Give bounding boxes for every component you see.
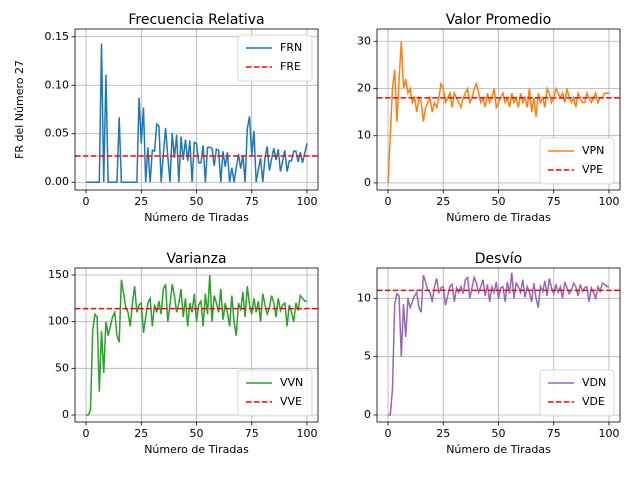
x-tick-label: 50 (492, 195, 506, 208)
legend: FRN FRE (237, 34, 313, 82)
legend-label: VVE (280, 395, 302, 408)
x-tick-label: 25 (134, 427, 148, 440)
x-tick-label: 100 (598, 195, 619, 208)
data-line (388, 272, 609, 416)
y-tick-label: 0.00 (45, 175, 70, 188)
x-tick-label: 0 (83, 195, 90, 208)
y-tick-label: 20 (357, 81, 371, 94)
legend: VPN VPE (539, 137, 615, 185)
y-tick-label: 5 (364, 350, 371, 363)
y-tick-label: 10 (357, 129, 371, 142)
legend-box (539, 137, 615, 185)
legend-label: VPE (582, 163, 603, 176)
x-tick-label: 0 (385, 427, 392, 440)
subplot: 0 25 50 75 100 0.00 0.05 0.10 0.15 Frecuencia Rel… (13, 12, 319, 224)
x-tick-label: 100 (296, 427, 317, 440)
y-tick-label: 10 (357, 291, 371, 304)
legend-label: VDE (582, 395, 605, 408)
x-axis-label: Número de Tiradas (446, 211, 551, 224)
legend-label: VDN (582, 376, 606, 389)
legend: VDN VDE (539, 369, 615, 417)
x-tick-label: 0 (385, 195, 392, 208)
y-tick-label: 30 (357, 34, 371, 47)
x-axis-label: Número de Tiradas (144, 443, 249, 456)
axes-frame (74, 267, 319, 423)
x-tick-label: 75 (245, 427, 259, 440)
x-tick-label: 75 (245, 195, 259, 208)
y-tick-label: 50 (55, 361, 69, 374)
x-tick-label: 100 (296, 195, 317, 208)
y-tick-label: 0 (364, 176, 371, 189)
legend-label: VPN (582, 144, 604, 157)
axes-frame (74, 28, 319, 191)
data-line (387, 41, 609, 183)
axes-frame (376, 267, 621, 423)
subplot-title: Frecuencia Relativa (128, 12, 264, 28)
y-tick-label: 100 (48, 315, 69, 328)
subplot-title: Varianza (166, 251, 226, 267)
subplot-title: Desvío (475, 251, 522, 267)
subplot: 0 25 50 75 100 0 5 10 Desvío Número de Tiradas VDN… (357, 251, 621, 456)
x-tick-label: 50 (492, 427, 506, 440)
data-line (86, 43, 308, 183)
x-tick-label: 25 (436, 195, 450, 208)
legend-label: FRE (280, 60, 301, 73)
x-tick-label: 25 (134, 195, 148, 208)
legend-box (237, 369, 313, 417)
y-axis-label: FR del Número 27 (13, 60, 26, 159)
x-tick-label: 75 (547, 427, 561, 440)
legend-label: FRN (280, 41, 302, 54)
subplot: 0 25 50 75 100 0 10 20 30 Valor Promedio Número de… (357, 12, 621, 224)
legend-box (539, 369, 615, 417)
y-tick-label: 0 (364, 408, 371, 421)
subplot: 0 25 50 75 100 0 50 100 150 Varianza Número de Tir… (48, 251, 319, 456)
axes-frame (376, 28, 621, 191)
data-line (86, 274, 307, 416)
y-tick-label: 0.10 (45, 78, 70, 91)
x-tick-label: 50 (190, 427, 204, 440)
legend-box (237, 34, 313, 82)
legend-label: VVN (280, 376, 303, 389)
x-axis-label: Número de Tiradas (446, 443, 551, 456)
x-tick-label: 50 (190, 195, 204, 208)
subplot-title: Valor Promedio (446, 12, 552, 28)
x-tick-label: 100 (598, 427, 619, 440)
x-axis-label: Número de Tiradas (144, 211, 249, 224)
legend: VVN VVE (237, 369, 313, 417)
x-tick-label: 25 (436, 427, 450, 440)
x-tick-label: 0 (83, 427, 90, 440)
x-tick-label: 75 (547, 195, 561, 208)
y-tick-label: 0 (62, 408, 69, 421)
y-tick-label: 0.05 (45, 127, 70, 140)
y-tick-label: 0.15 (45, 30, 70, 43)
y-tick-label: 150 (48, 268, 69, 281)
